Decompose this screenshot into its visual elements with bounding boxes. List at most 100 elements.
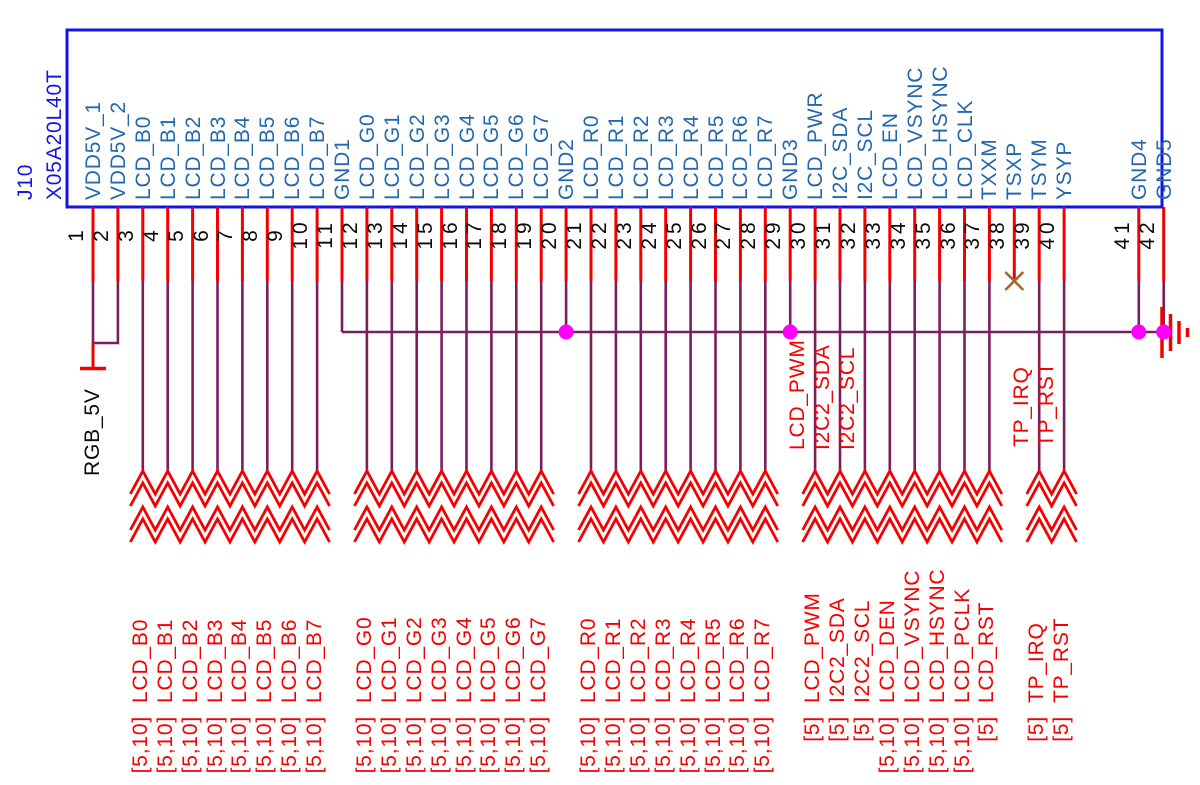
bundle-zigzag bbox=[1025, 516, 1078, 545]
net-name-label: LCD_B0 bbox=[128, 618, 152, 703]
pin-number: 35 bbox=[911, 218, 935, 250]
pin-name-label: LCD_B2 bbox=[181, 115, 205, 200]
net-name-label: LCD_R0 bbox=[577, 617, 600, 703]
bundle-zigzag bbox=[129, 516, 331, 545]
pin-name-label: LCD_G5 bbox=[480, 113, 504, 200]
pin-name-label: I2C_SCL bbox=[853, 109, 877, 200]
sheet-ref-tag: [5,10] bbox=[701, 716, 725, 774]
pin-name-label: TSXP bbox=[1003, 141, 1027, 200]
pin-number: 18 bbox=[488, 218, 512, 250]
pin-number: 31 bbox=[812, 218, 835, 250]
sheet-ref-tag: [5,10] bbox=[278, 716, 302, 774]
bundle-zigzag bbox=[353, 516, 555, 545]
pin-name-label: LCD_G0 bbox=[355, 113, 379, 200]
net-name-label: LCD_R7 bbox=[751, 617, 775, 703]
sheet-ref-tag: [5,10] bbox=[577, 716, 600, 774]
pin-number: 21 bbox=[563, 218, 586, 250]
pin-number: 11 bbox=[314, 219, 337, 249]
bundle-zigzag bbox=[577, 468, 779, 497]
pin-name-label: GND1 bbox=[331, 138, 354, 200]
bundle-zigzag bbox=[801, 480, 1004, 509]
pin-number: 6 bbox=[189, 226, 213, 242]
bundle-zigzag bbox=[129, 504, 331, 533]
net-label: I2C2_SCL bbox=[835, 346, 859, 450]
pin-name-label: TXXM bbox=[978, 138, 1002, 200]
sheet-ref-tag: [5,10] bbox=[626, 716, 650, 774]
junction-dot bbox=[1156, 324, 1172, 340]
sheet-ref-tag: [5,10] bbox=[128, 716, 152, 774]
bundle-zigzag bbox=[1025, 504, 1078, 533]
pin-number: 24 bbox=[637, 218, 661, 250]
net-name-label: LCD_G1 bbox=[377, 616, 401, 703]
pin-number: 36 bbox=[936, 218, 960, 250]
net-name-label: LCD_G4 bbox=[452, 616, 476, 703]
net-name-label: LCD_B1 bbox=[153, 618, 177, 703]
net-name-label: I2C2_SCL bbox=[850, 599, 874, 703]
pin-number: 30 bbox=[787, 218, 811, 250]
pin-number: 1 bbox=[65, 226, 88, 242]
net-name-label: LCD_G5 bbox=[477, 616, 501, 703]
pin-name-label: LCD_B0 bbox=[131, 115, 155, 200]
net-name-label: LCD_G6 bbox=[502, 616, 526, 703]
bundle-zigzag bbox=[801, 516, 1004, 545]
net-name-label: LCD_VSYNC bbox=[900, 569, 924, 703]
pin-number: 14 bbox=[388, 218, 412, 250]
pin-name-label: VDD5V_2 bbox=[106, 101, 130, 200]
sheet-ref-tag: [5,10] bbox=[153, 716, 177, 774]
pin-number: 26 bbox=[687, 218, 711, 250]
sheet-ref-tag: [5] bbox=[975, 716, 999, 742]
pin-number: 9 bbox=[264, 226, 288, 242]
bundle-zigzag bbox=[353, 480, 555, 509]
pin-number: 8 bbox=[239, 226, 263, 242]
connector-refdes: J10 bbox=[14, 163, 37, 200]
net-name-label: LCD_R2 bbox=[626, 617, 650, 703]
net-name-label: LCD_HSYNC bbox=[925, 568, 949, 703]
sheet-ref-tag: [5,10] bbox=[950, 716, 974, 774]
sheet-ref-tag: [5,10] bbox=[352, 716, 376, 774]
sheet-ref-tag: [5,10] bbox=[452, 716, 476, 774]
sheet-ref-tag: [5,10] bbox=[651, 716, 675, 774]
pin-number: 13 bbox=[363, 218, 387, 250]
pin-name-label: LCD_G2 bbox=[405, 113, 429, 200]
pin-name-label: LCD_PWR bbox=[804, 91, 828, 200]
net-name-label: LCD_B4 bbox=[228, 618, 252, 703]
bundle-zigzag bbox=[577, 480, 779, 509]
net-name-label: TP_IRQ bbox=[1025, 622, 1049, 703]
pin-number: 22 bbox=[587, 218, 611, 250]
bundle-zigzag bbox=[353, 504, 555, 533]
pin-number: 7 bbox=[214, 226, 238, 242]
net-name-label: LCD_B2 bbox=[178, 618, 202, 703]
pin-name-label: LCD_B6 bbox=[281, 115, 305, 200]
pin-name-label: LCD_G4 bbox=[455, 113, 479, 200]
bundle-zigzag bbox=[353, 468, 555, 497]
net-name-label: TP_RST bbox=[1050, 617, 1074, 703]
sheet-ref-tag: [5,10] bbox=[925, 716, 949, 774]
sheet-ref-tag: [5,10] bbox=[502, 716, 526, 774]
pin-number: 33 bbox=[861, 218, 885, 250]
pin-name-label: LCD_R4 bbox=[679, 114, 703, 200]
net-label: I2C2_SDA bbox=[811, 344, 834, 450]
net-name-label: LCD_PWM bbox=[801, 592, 825, 703]
net-name-label: I2C2_SDA bbox=[826, 597, 849, 703]
pin-number: 5 bbox=[164, 226, 188, 242]
pin-number: 25 bbox=[662, 218, 686, 250]
pin-number: 20 bbox=[538, 218, 562, 250]
bundle-zigzag bbox=[1025, 480, 1078, 509]
pin-name-label: TSYM bbox=[1028, 138, 1052, 200]
net-name-label: LCD_B7 bbox=[303, 618, 327, 703]
junction-dot bbox=[558, 324, 574, 340]
net-name-label: LCD_DEN bbox=[875, 599, 899, 703]
pin-name-label: LCD_VSYNC bbox=[903, 66, 927, 200]
net-name-label: LCD_G3 bbox=[427, 616, 451, 703]
pin-number: 40 bbox=[1036, 218, 1060, 250]
pin-name-label: LCD_R7 bbox=[754, 114, 778, 200]
pin-name-label: YSYP bbox=[1053, 140, 1077, 200]
pin-name-label: LCD_HSYNC bbox=[928, 65, 952, 200]
pin-number: 42 bbox=[1135, 218, 1159, 250]
sheet-ref-tag: [5] bbox=[801, 716, 825, 742]
pin-name-label: LCD_R6 bbox=[729, 114, 753, 200]
pin-name-label: LCD_B3 bbox=[206, 115, 230, 200]
net-name-label: LCD_RST bbox=[975, 601, 999, 703]
net-label: TP_RST bbox=[1035, 361, 1059, 447]
